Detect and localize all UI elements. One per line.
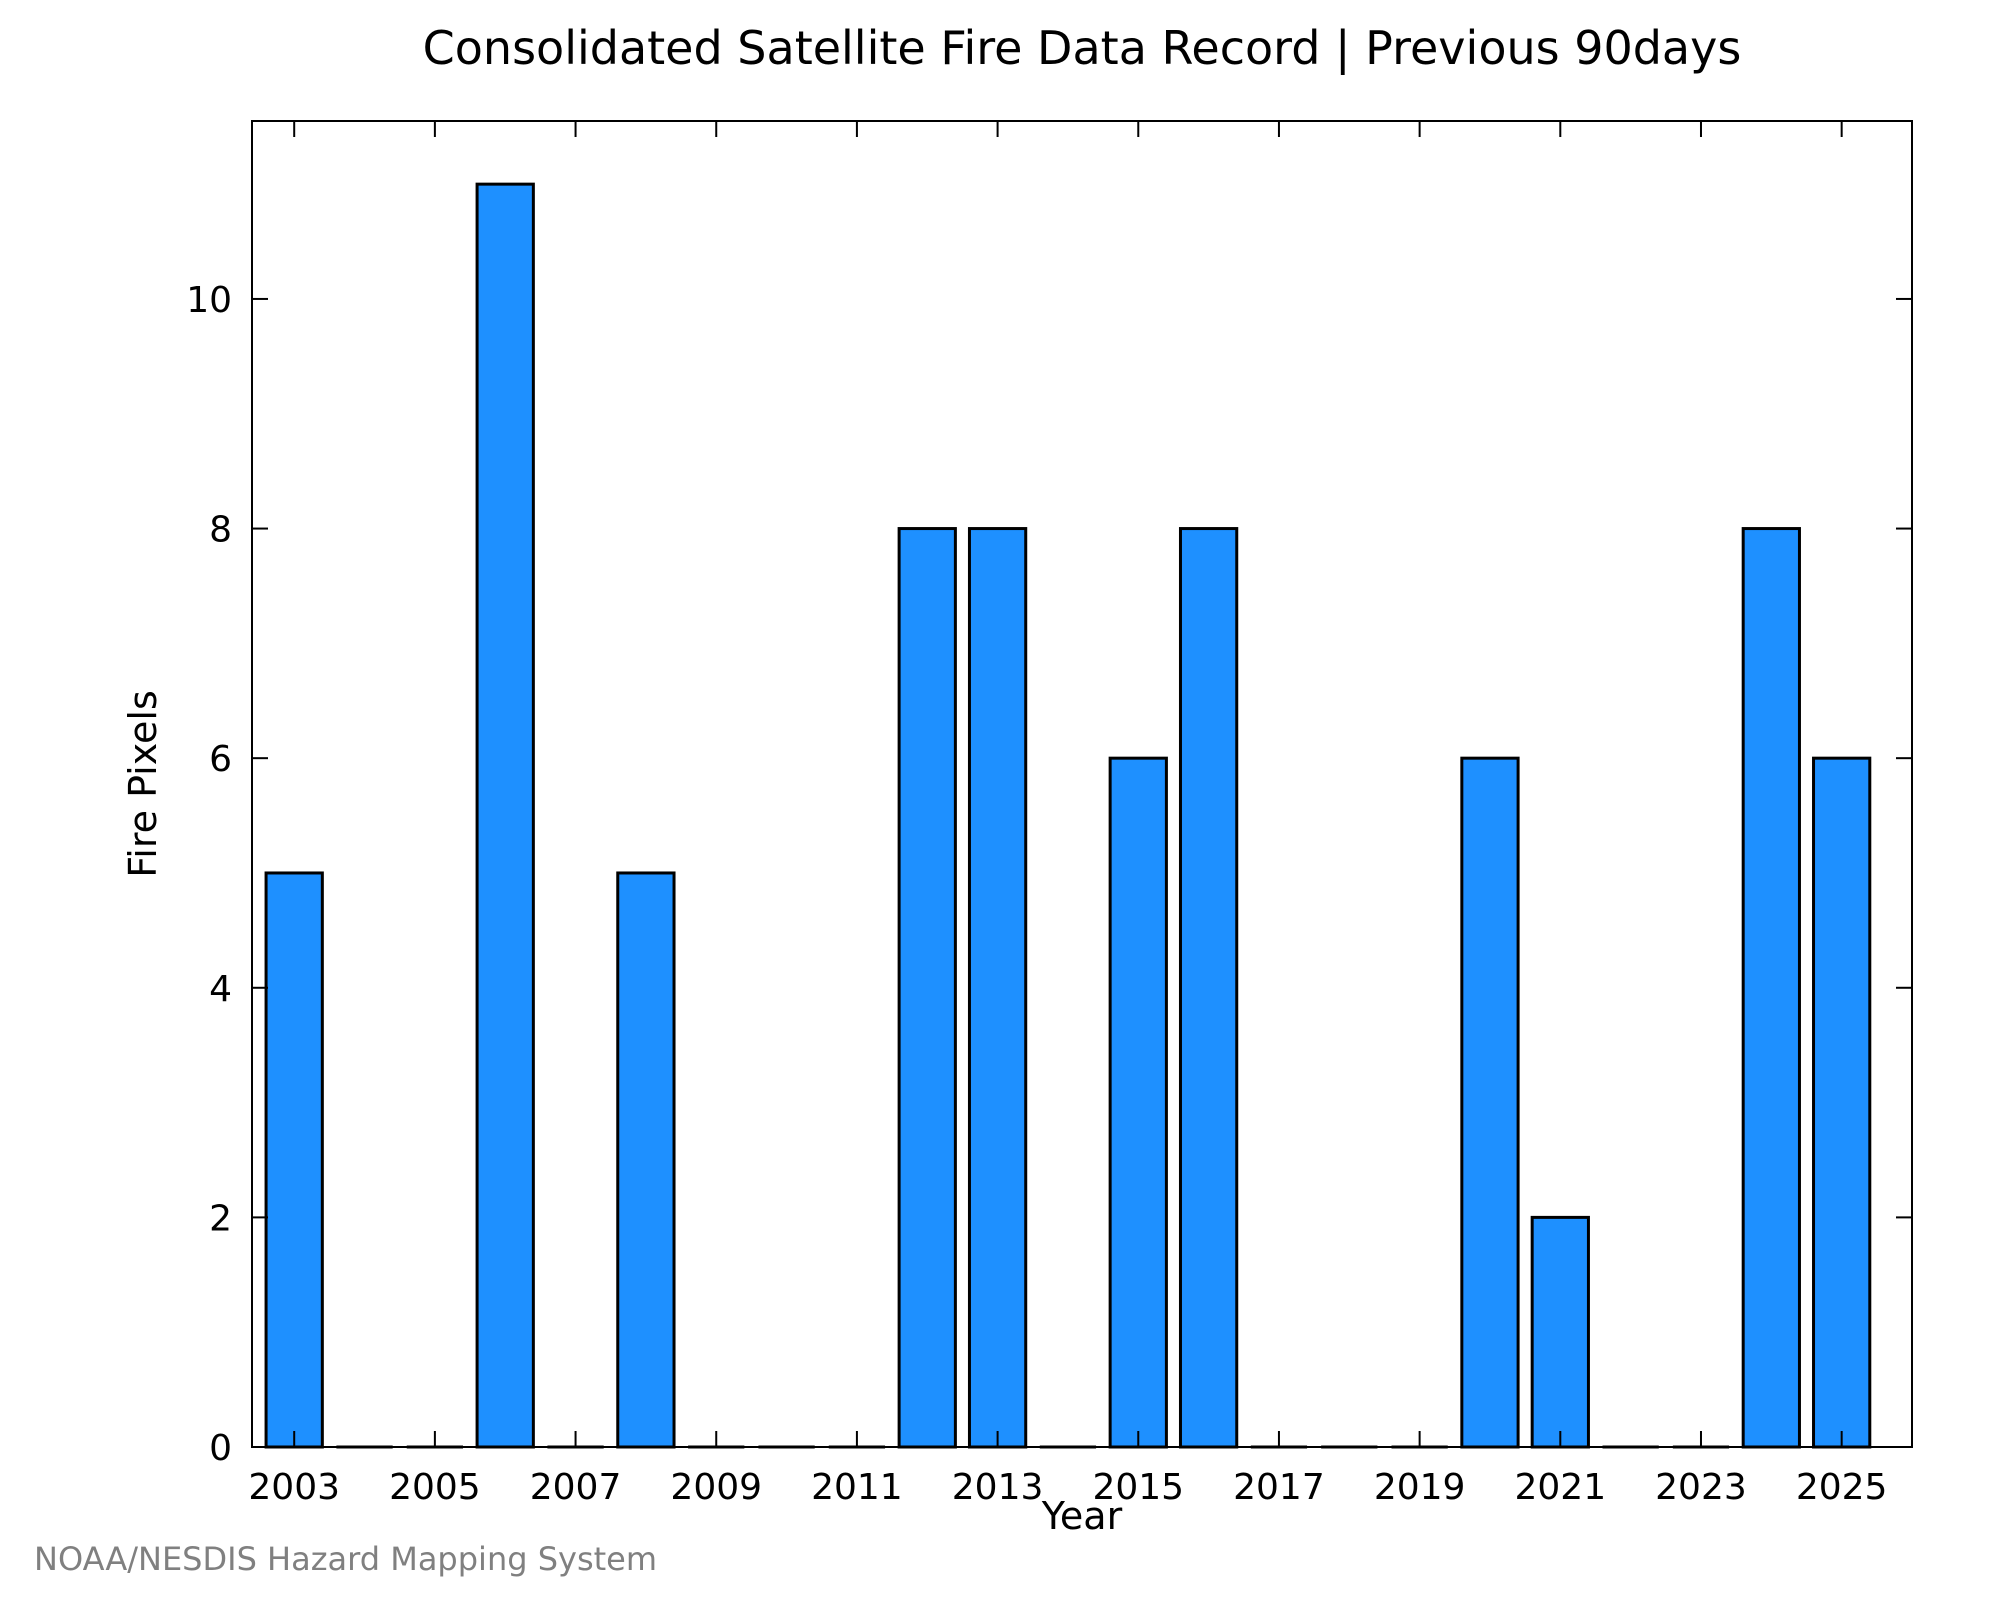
y-tick-label-10: 10 (186, 280, 232, 321)
y-tick-label-6: 6 (209, 739, 232, 780)
plot-frame (251, 120, 1913, 1448)
bar-2016 (1178, 527, 1239, 1449)
x-tick-label-2023: 2023 (1655, 1467, 1747, 1508)
x-axis-label: Year (1041, 1494, 1123, 1538)
bar-2020 (1460, 756, 1520, 1449)
x-tick-label-2021: 2021 (1514, 1467, 1606, 1508)
y-axis-label: Fire Pixels (121, 690, 165, 878)
x-tick-label-2019: 2019 (1374, 1467, 1466, 1508)
x-tick-label-2011: 2011 (811, 1467, 903, 1508)
bars-layer (264, 182, 1872, 1449)
credit-text: NOAA/NESDIS Hazard Mapping System (34, 1540, 657, 1578)
bar-2024 (1741, 527, 1801, 1449)
x-tick-label-2003: 2003 (248, 1467, 340, 1508)
bar-2006 (475, 182, 535, 1449)
x-tick-label-2025: 2025 (1796, 1467, 1888, 1508)
y-tick-label-4: 4 (209, 969, 232, 1010)
y-tick-label-2: 2 (209, 1198, 232, 1239)
bar-2013 (967, 527, 1028, 1449)
x-tick-label-2015: 2015 (1092, 1467, 1184, 1508)
x-tick-label-2007: 2007 (530, 1467, 622, 1508)
bar-2003 (264, 871, 324, 1449)
bar-2015 (1108, 756, 1168, 1449)
y-tick-label-0: 0 (209, 1428, 232, 1469)
bar-2025 (1812, 756, 1872, 1449)
bar-2012 (897, 527, 957, 1449)
x-tick-label-2009: 2009 (670, 1467, 762, 1508)
y-tick-label-8: 8 (209, 510, 232, 551)
x-tick-label-2005: 2005 (389, 1467, 481, 1508)
tick-labels-layer: 0 2 4 6 8 10 2003 2005 2007 2009 2011 2013 2015 2017 2… (186, 280, 1887, 1508)
x-tick-label-2013: 2013 (952, 1467, 1044, 1508)
x-tick-label-2017: 2017 (1233, 1467, 1325, 1508)
chart-title: Consolidated Satellite Fire Data Record … (423, 21, 1742, 76)
bar-2021 (1530, 1215, 1590, 1449)
bar-2008 (616, 871, 676, 1449)
